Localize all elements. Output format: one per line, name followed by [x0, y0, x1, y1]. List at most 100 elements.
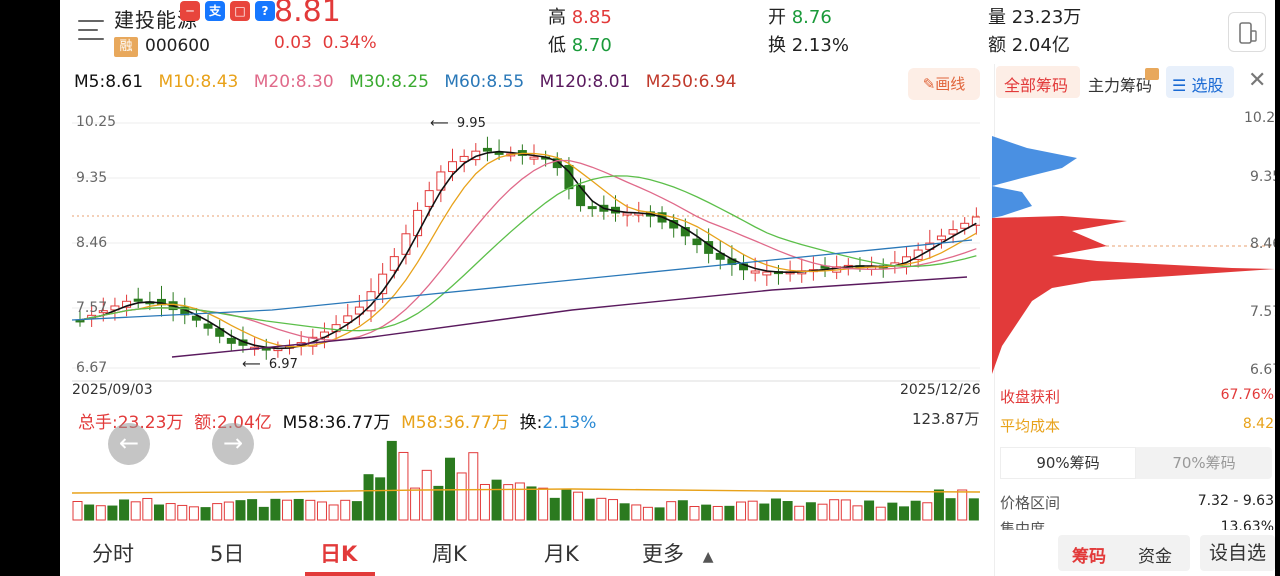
volume-bar: [200, 507, 211, 521]
volume-bar: [410, 487, 421, 521]
low-quote: 低 8.70: [548, 35, 612, 56]
tab-weekly-k[interactable]: 周K: [432, 542, 467, 566]
volume-bar: [468, 452, 479, 521]
volume-bar: [491, 479, 502, 521]
news-icon[interactable]: ─: [180, 1, 200, 21]
chip-y-label-2: 9.35: [1250, 169, 1280, 185]
low-value: 8.70: [571, 35, 612, 56]
chip-blue-upper: [992, 136, 1077, 186]
volume-bar: [421, 469, 432, 521]
candle-body: [960, 222, 970, 229]
volume-bar: [922, 502, 933, 521]
landscape-toggle-button[interactable]: [1228, 12, 1266, 52]
tab-all-chips[interactable]: 全部筹码: [1004, 76, 1069, 95]
volume-bar: [538, 487, 549, 521]
ma5-line: [79, 150, 977, 350]
add-watchlist-button[interactable]: 设自选: [1200, 535, 1275, 571]
amount-value: 2.04亿: [1011, 35, 1070, 56]
select-stock-button[interactable]: ☰ 选股: [1172, 76, 1224, 95]
tab-daily-k[interactable]: 日K: [320, 542, 358, 566]
volume-bar: [736, 501, 747, 521]
list-icon: ☰: [1172, 76, 1187, 95]
candle-body: [762, 271, 772, 276]
max-price-note: ⟵ 9.95: [430, 116, 486, 131]
avg-cost-value: 8.42: [1242, 416, 1274, 432]
y-label-3: 8.46: [76, 235, 108, 251]
volume-bar: [957, 489, 968, 521]
volume-quote: 量 23.23万: [988, 7, 1082, 28]
open-value: 8.76: [791, 7, 832, 28]
ma10-label: M10:8.43: [158, 72, 239, 92]
volume-bar: [212, 503, 223, 521]
draw-line-label: 画线: [935, 75, 966, 93]
ma20-label: M20:8.30: [253, 72, 334, 92]
funds-button[interactable]: 资金: [1138, 547, 1172, 567]
phone-rotate-icon: [1239, 22, 1257, 44]
volume-bar: [258, 506, 269, 521]
draw-line-button[interactable]: ✎画线: [908, 68, 980, 100]
tab-more[interactable]: 更多 ▲: [642, 542, 714, 566]
scroll-right-button[interactable]: →: [212, 423, 254, 465]
right-black-bar: [1275, 0, 1280, 576]
chip-blue-lower: [992, 186, 1032, 218]
candle-body: [226, 337, 236, 344]
volume-bar: [316, 501, 327, 521]
volume-chart[interactable]: [72, 430, 980, 522]
chip-panel: [994, 64, 1275, 576]
volume-bar: [328, 504, 339, 521]
candle-body: [448, 161, 458, 173]
candle-body: [971, 216, 980, 226]
high-value: 8.85: [571, 7, 612, 28]
seg-70-chips[interactable]: 70%筹码: [1172, 454, 1236, 472]
tab-monthly-k[interactable]: 月K: [544, 542, 579, 566]
volume-bar: [526, 486, 537, 521]
seg-90-chips[interactable]: 90%筹码: [1000, 447, 1136, 479]
volume-bar: [887, 502, 898, 521]
volume-bar: [654, 507, 665, 521]
volume-bar: [631, 504, 642, 521]
volume-bar: [153, 504, 164, 521]
candle-body: [936, 235, 946, 241]
candle-body: [354, 306, 364, 315]
volume-bar: [864, 500, 875, 521]
panel-switch: 筹码 资金: [1058, 535, 1190, 571]
range-label: 价格区间: [1000, 494, 1061, 512]
alipay-icon[interactable]: 支: [205, 1, 225, 21]
y-label-1: 10.25: [76, 114, 117, 130]
volume-bar: [270, 498, 281, 521]
tab-5day[interactable]: 5日: [210, 542, 245, 566]
volume-bar: [188, 506, 199, 521]
volume-bar: [829, 499, 840, 521]
margin-badge: 融: [114, 37, 138, 57]
tab-intraday[interactable]: 分时: [92, 542, 134, 566]
volume-bar: [95, 505, 106, 521]
candle-body: [98, 310, 108, 314]
info-icon[interactable]: ?: [255, 1, 275, 21]
tab-main-chips[interactable]: 主力筹码: [1088, 76, 1153, 95]
scroll-left-button[interactable]: ←: [108, 423, 150, 465]
close-icon[interactable]: ✕: [1248, 68, 1267, 93]
lock-icon: [1145, 68, 1159, 80]
ma30-label: M30:8.25: [349, 72, 429, 92]
price-change: 0.03 0.34%: [274, 33, 377, 53]
volume-bar: [677, 500, 688, 521]
volume-bar: [619, 503, 630, 521]
change-value: 0.03: [274, 33, 312, 53]
candle-body: [552, 158, 562, 169]
volume-bar: [130, 501, 141, 521]
candlestick-chart[interactable]: [72, 105, 980, 383]
alert-icon[interactable]: □: [230, 1, 250, 21]
candle-body: [948, 229, 958, 235]
volume-bar: [782, 501, 793, 521]
y-label-2: 9.35: [76, 170, 108, 186]
volume-bar: [386, 440, 397, 521]
ma60-line: [72, 239, 973, 321]
volume-bar: [910, 500, 921, 521]
y-label-4: 7.57: [76, 300, 108, 316]
candle-body: [587, 206, 597, 210]
change-pct: 0.34%: [322, 33, 377, 53]
chips-button[interactable]: 筹码: [1072, 547, 1106, 567]
volume-bar: [666, 501, 677, 521]
turn-label: 换:: [519, 413, 543, 433]
menu-icon[interactable]: [78, 20, 104, 40]
